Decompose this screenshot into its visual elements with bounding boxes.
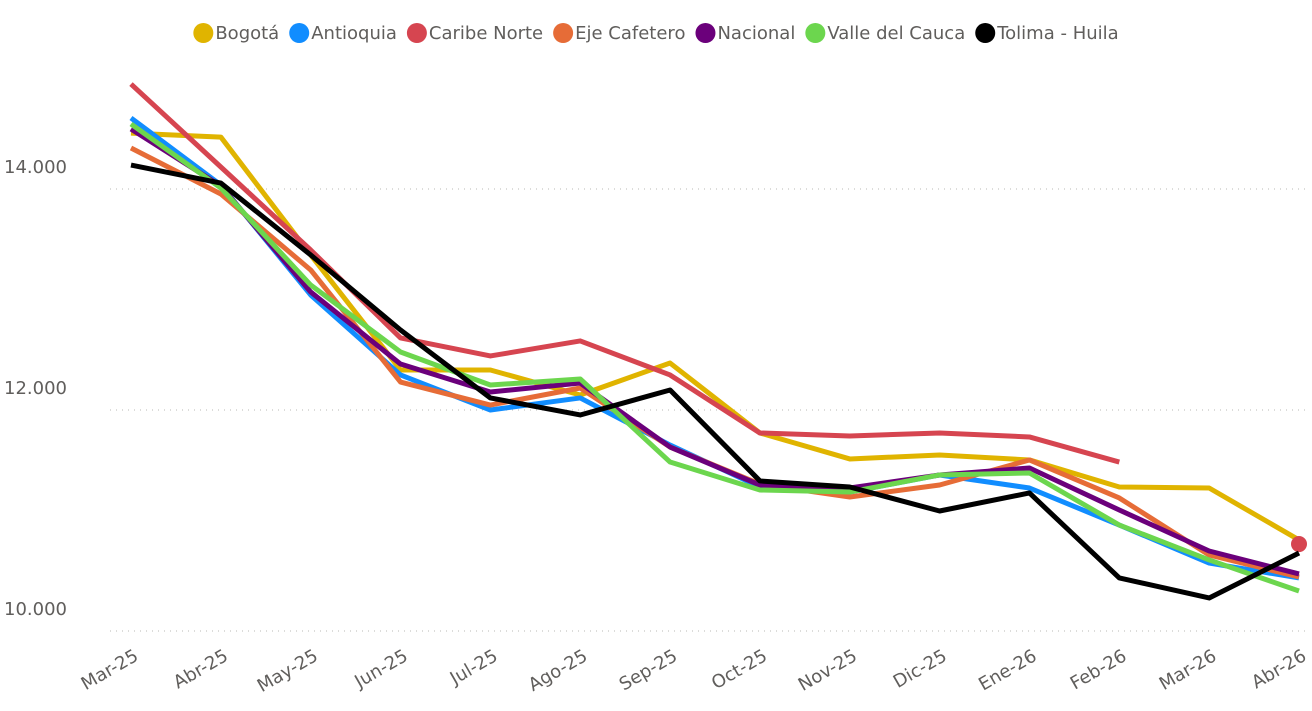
x-tick-label: Mar-26 <box>1156 645 1220 694</box>
line-point <box>1291 536 1307 553</box>
legend-label: Tolima - Huila <box>996 23 1118 44</box>
x-tick-label: Jun-25 <box>350 645 411 692</box>
x-tick-label: Oct-25 <box>708 645 771 693</box>
series-line <box>130 130 1301 543</box>
legend-marker <box>406 23 427 43</box>
x-tick-label: Feb-26 <box>1067 645 1131 694</box>
x-tick-label: May-25 <box>254 645 322 696</box>
x-tick-label: Dic-25 <box>890 645 951 692</box>
series-line <box>129 82 1120 465</box>
x-tick-label: Mar-25 <box>78 645 142 694</box>
legend-label: Valle del Cauca <box>827 23 965 44</box>
series-line <box>129 126 1300 577</box>
x-tick-label: Sep-25 <box>616 645 681 695</box>
legend-label: Eje Cafetero <box>575 23 685 44</box>
y-tick-label: 12.000 <box>4 378 67 399</box>
legend-label: Nacional <box>717 23 795 44</box>
series-line <box>129 115 1300 581</box>
legend-label: Bogotá <box>215 23 279 44</box>
legend-marker <box>553 23 574 43</box>
series-line <box>129 121 1300 594</box>
x-tick-label: Jul-25 <box>446 645 502 689</box>
x-tick-label: Abr-25 <box>170 645 232 693</box>
legend-marker <box>695 23 716 43</box>
legend-marker <box>289 23 310 43</box>
legend-label: Caribe Norte <box>429 23 543 44</box>
y-tick-label: 10.000 <box>4 599 67 620</box>
x-tick-label: Ago-25 <box>525 645 591 695</box>
legend-marker <box>975 23 996 43</box>
y-tick-label: 14.000 <box>4 157 67 178</box>
x-tick-label: Nov-25 <box>795 645 861 695</box>
legend-marker <box>805 23 826 43</box>
legend-marker <box>193 23 214 43</box>
legend: Bogotá Antioquia Caribe Norte Eje Cafetero N… <box>193 23 1119 44</box>
legend-label: Antioquia <box>311 23 397 44</box>
x-tick-label: Ene-26 <box>975 645 1040 695</box>
series-line <box>130 162 1301 601</box>
x-tick-label: Abr-26 <box>1248 645 1310 693</box>
